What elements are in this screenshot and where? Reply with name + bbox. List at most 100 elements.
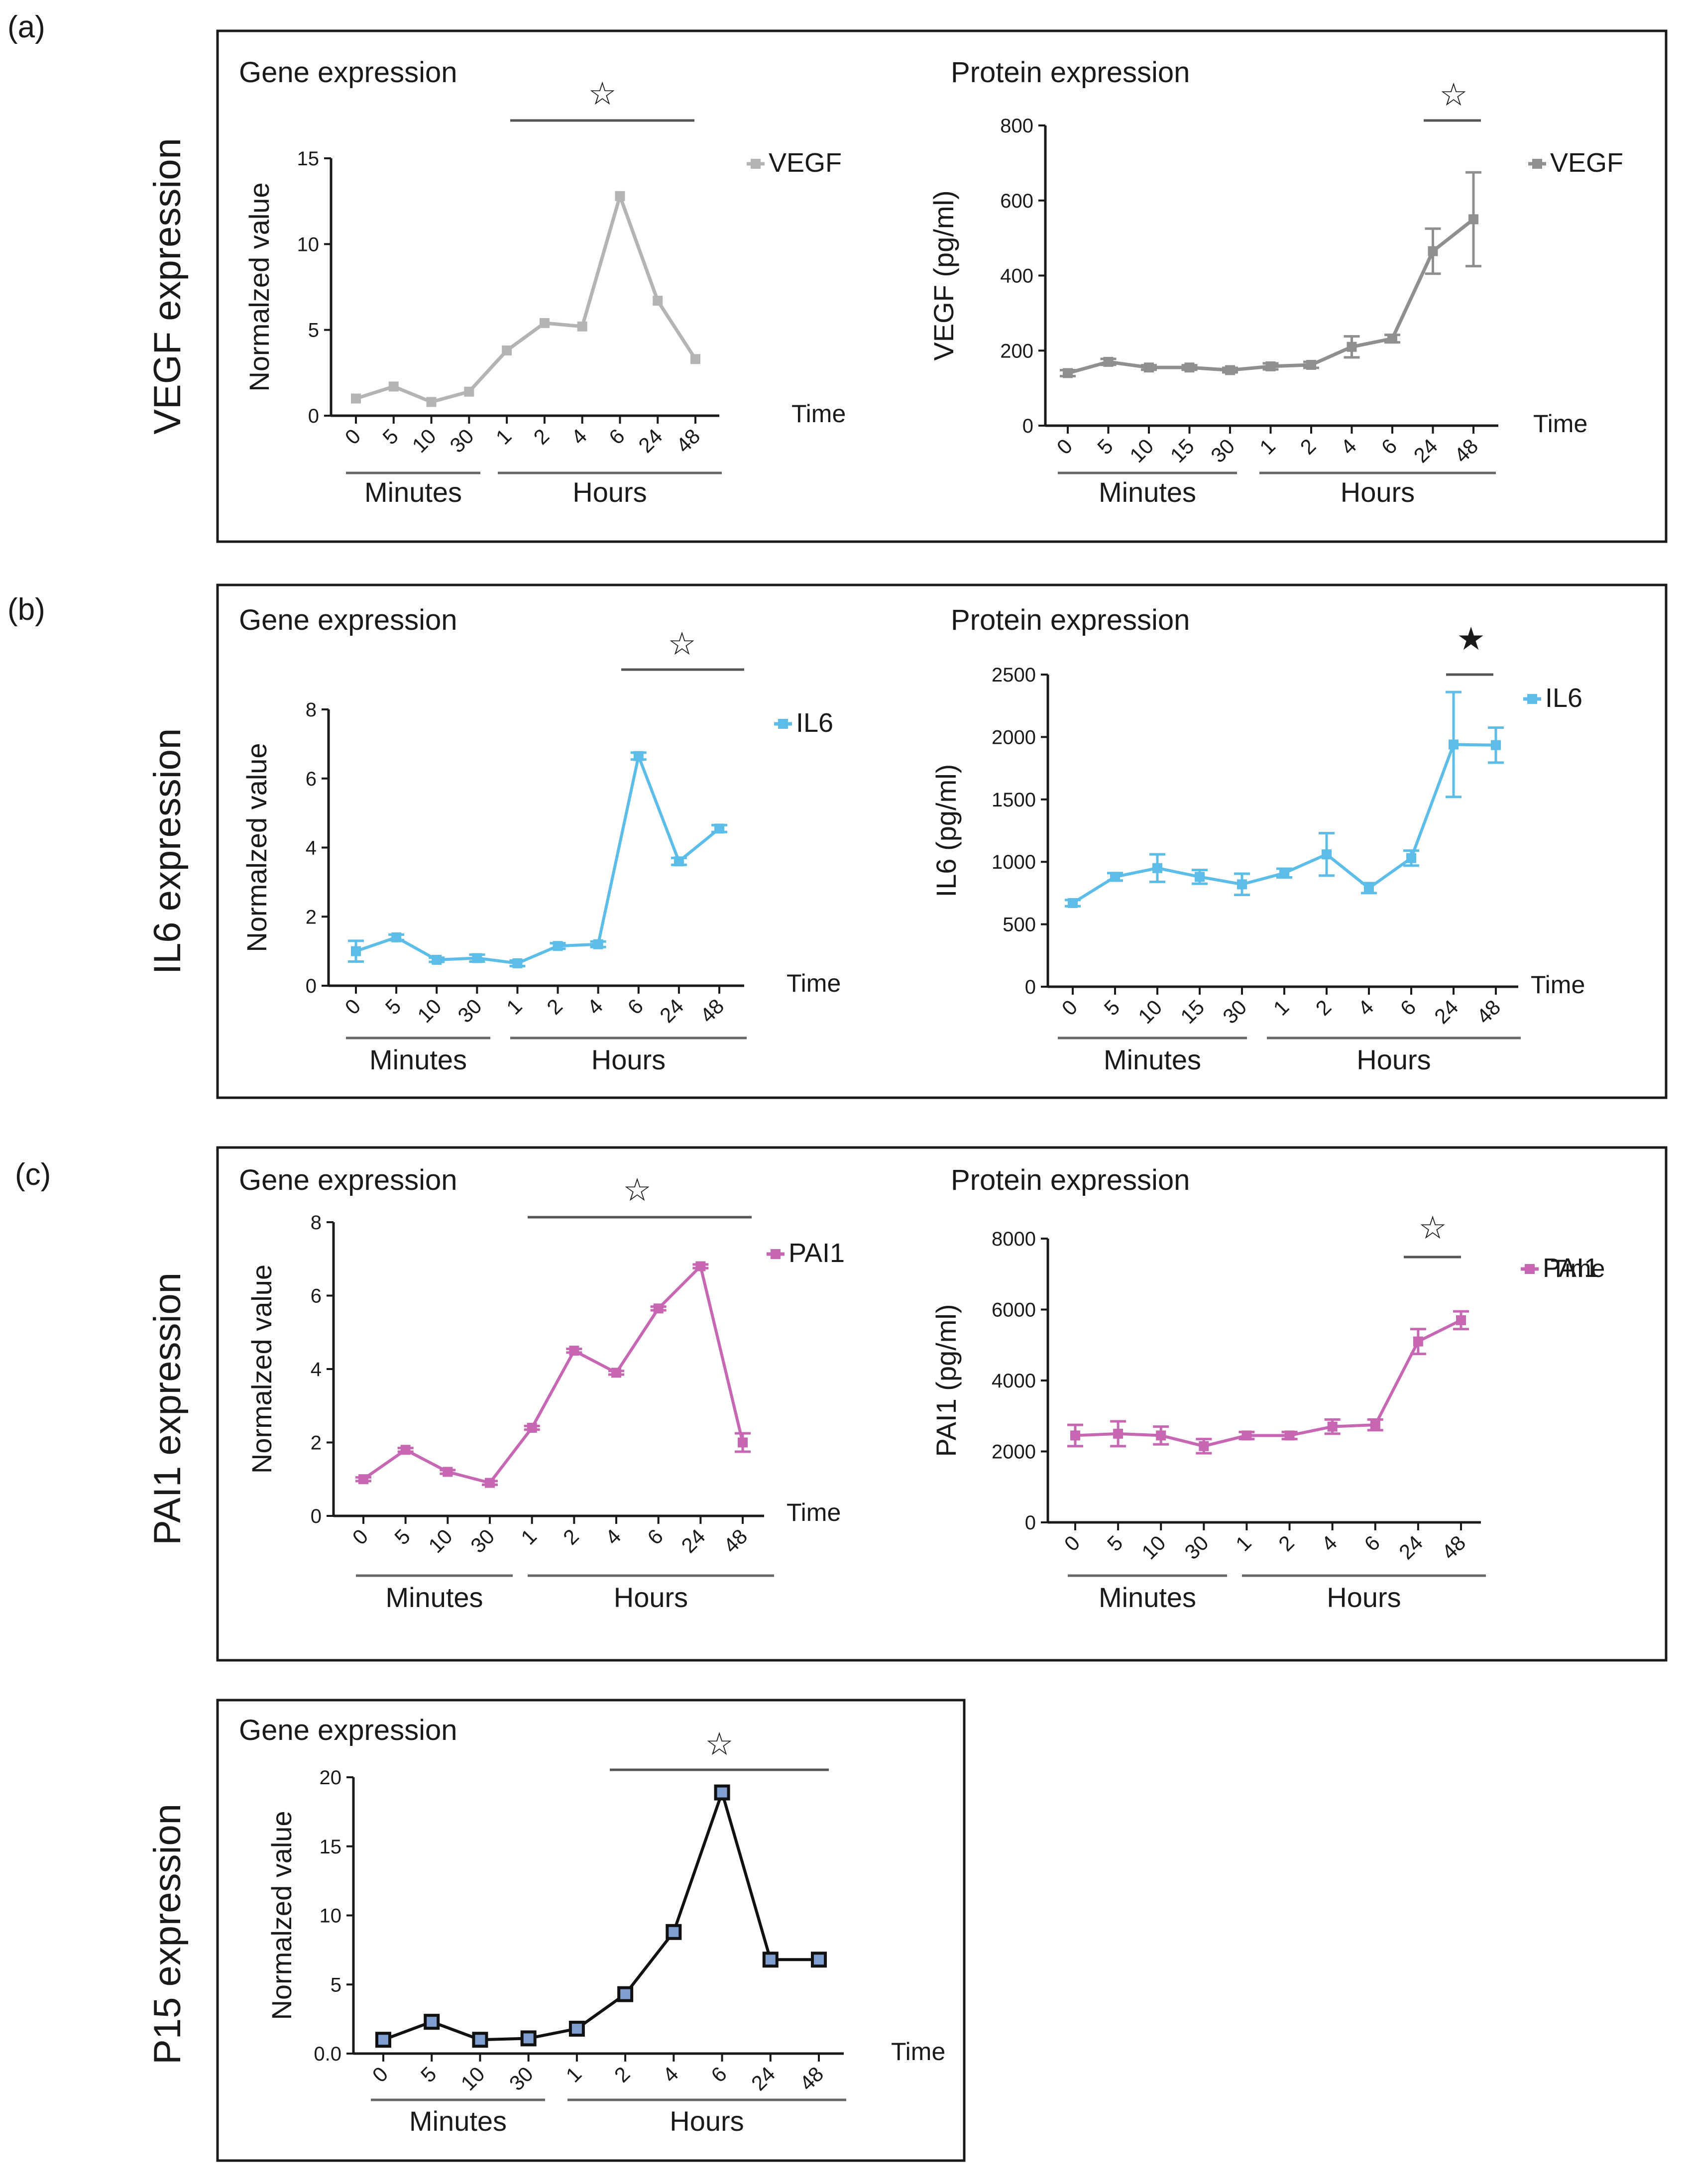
data-point — [611, 1368, 621, 1378]
data-point — [653, 296, 663, 306]
y-tick-label: 4000 — [992, 1370, 1036, 1392]
data-point — [1225, 365, 1235, 375]
x-tick-label: 30 — [1206, 434, 1239, 467]
data-point — [426, 397, 437, 407]
x-tick-label: 4 — [1353, 995, 1378, 1020]
x-tick-label: 48 — [795, 2062, 828, 2095]
chart-title: Protein expression — [951, 1164, 1190, 1196]
x-tick-label: 24 — [1394, 1531, 1427, 1564]
data-point — [351, 393, 361, 404]
x-axis-label: Time — [891, 2038, 945, 2066]
y-tick-label: 600 — [1000, 190, 1033, 212]
x-tick-label: 10 — [456, 2062, 489, 2095]
y-tick-label: 20 — [320, 1767, 342, 1789]
x-tick-label: 1 — [562, 2062, 586, 2087]
x-tick-label: 24 — [1409, 434, 1442, 467]
x-tick-label: 1 — [491, 424, 516, 449]
data-point — [1110, 872, 1120, 882]
hours-group-label: Hours — [670, 2105, 744, 2137]
data-point — [1156, 1430, 1166, 1441]
x-tick-label: 24 — [676, 1524, 709, 1557]
data-point — [714, 823, 724, 834]
y-tick-label: 0 — [1025, 976, 1036, 998]
x-axis-label: Time — [787, 1498, 841, 1526]
y-tick-label: 15 — [297, 148, 320, 170]
y-axis-label: PAI1 (pg/ml) — [930, 1304, 962, 1457]
y-tick-label: 0 — [306, 975, 317, 997]
x-axis-label: Time — [1531, 971, 1585, 999]
y-axis-label: Normalzed value — [243, 182, 275, 391]
x-tick-label: 24 — [634, 424, 667, 457]
side-label-vegf: VEGF expression — [146, 138, 189, 435]
data-point — [615, 191, 625, 201]
x-tick-label: 48 — [1450, 434, 1482, 467]
legend-label: IL6 — [1545, 683, 1582, 713]
x-tick-label: 10 — [408, 424, 441, 457]
data-point — [1184, 362, 1195, 373]
hours-group-label: Hours — [614, 1582, 688, 1613]
data-point — [1322, 849, 1332, 860]
panel-frame-p15 — [216, 1699, 966, 2162]
x-tick-label: 4 — [566, 424, 591, 449]
hours-group-label: Hours — [1327, 1582, 1401, 1613]
data-point — [593, 939, 603, 949]
data-point — [553, 941, 563, 951]
data-point — [1237, 879, 1247, 890]
significance-star-icon: ☆ — [1439, 77, 1467, 113]
series-line — [1067, 218, 1475, 375]
y-axis-label: IL6 (pg/ml) — [930, 764, 962, 898]
x-tick-label: 2 — [559, 1524, 583, 1549]
x-tick-label: 5 — [1100, 995, 1125, 1020]
data-point — [1370, 1420, 1380, 1430]
data-point — [1456, 1315, 1466, 1325]
data-point — [674, 856, 684, 867]
chart-title: Protein expression — [951, 604, 1190, 636]
x-tick-label: 24 — [655, 994, 688, 1027]
x-axis-label: Time — [791, 400, 846, 428]
legend-marker — [778, 719, 788, 729]
data-point — [1364, 883, 1374, 893]
significance-star-icon: ☆ — [623, 1172, 651, 1208]
legend-label: PAI1 — [788, 1238, 845, 1268]
data-point — [388, 381, 399, 392]
data-point — [762, 1952, 779, 1968]
x-tick-label: 2 — [1296, 434, 1321, 459]
x-tick-label: 10 — [1133, 995, 1166, 1028]
data-point — [738, 1437, 748, 1448]
y-tick-label: 0 — [308, 405, 319, 427]
x-tick-label: 24 — [747, 2062, 780, 2095]
y-tick-label: 10 — [297, 233, 320, 255]
y-tick-label: 5 — [331, 1974, 341, 1996]
y-tick-label: 0 — [1022, 415, 1033, 437]
data-point — [400, 1445, 411, 1455]
data-point — [1428, 246, 1438, 256]
data-point — [464, 386, 474, 397]
chart-pai1-protein: Protein expression 0 2000 4000 6000 8000 PAI1 … — [930, 1164, 1605, 1613]
data-point — [443, 1467, 453, 1477]
data-point — [1387, 334, 1397, 344]
x-tick-label: 5 — [416, 2062, 441, 2087]
y-axis-label: VEGF (pg/ml) — [928, 190, 959, 360]
data-point — [502, 345, 512, 356]
y-tick-label: 8 — [311, 1212, 322, 1234]
x-tick-label: 2 — [610, 2062, 635, 2087]
y-axis-label: Normalzed value — [266, 1811, 297, 2020]
y-tick-label: 4 — [311, 1359, 322, 1380]
x-tick-label: 5 — [378, 424, 403, 449]
data-point — [1070, 1430, 1080, 1441]
legend-label: IL6 — [796, 708, 833, 738]
legend-marker — [1525, 1264, 1535, 1274]
data-point — [1347, 342, 1357, 352]
x-tick-label: 30 — [453, 994, 486, 1027]
y-tick-label: 6 — [306, 768, 317, 790]
x-tick-label: 2 — [529, 424, 554, 449]
series-line — [355, 194, 697, 404]
significance-star-icon: ★ — [1457, 621, 1485, 657]
x-tick-label: 0 — [368, 2062, 393, 2087]
chart-title: Gene expression — [239, 1714, 457, 1746]
side-label-pai1: PAI1 expression — [146, 1272, 189, 1545]
y-tick-label: 0 — [311, 1505, 322, 1527]
y-tick-label: 400 — [1000, 265, 1033, 287]
